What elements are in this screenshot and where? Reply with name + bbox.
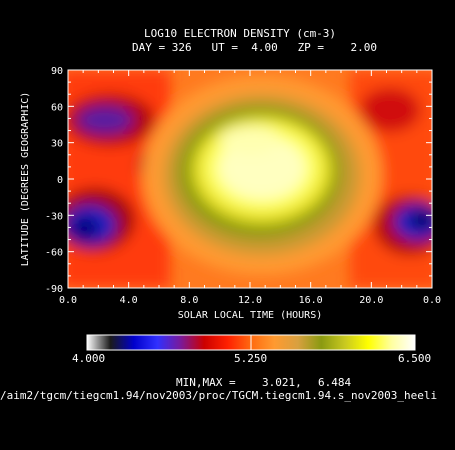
- y-tick-label: 90: [51, 66, 63, 77]
- y-axis-label: LATITUDE (DEGREES GEOGRAPHIC): [20, 92, 31, 267]
- x-tick-label: 20.0: [359, 295, 383, 306]
- x-axis-label: SOLAR LOCAL TIME (HOURS): [178, 310, 323, 321]
- min-value: 3.021,: [262, 376, 302, 389]
- chart-title: LOG10 ELECTRON DENSITY (cm-3): [144, 27, 337, 40]
- y-tick-label: 30: [51, 139, 63, 150]
- y-tick-label: 60: [51, 102, 63, 113]
- max-value: 6.484: [318, 376, 352, 389]
- y-tick-label: -30: [45, 211, 63, 222]
- colorbar-min-label: 4.000: [72, 352, 105, 365]
- heatmap-field: [68, 70, 432, 288]
- chart-subtitle: DAY = 326 UT = 4.00 ZP = 2.00: [132, 41, 378, 54]
- y-tick-label: -60: [45, 248, 63, 259]
- x-tick-label: 8.0: [180, 295, 198, 306]
- minmax-label: MIN,MAX =: [176, 376, 236, 389]
- x-tick-label: 4.0: [120, 295, 138, 306]
- colorbar-max-label: 6.500: [398, 352, 431, 365]
- colorbar-mid-label: 5.250: [234, 352, 267, 365]
- file-path: /aim2/tgcm/tiegcm1.94/nov2003/proc/TGCM.…: [0, 389, 438, 402]
- x-tick-label: 12.0: [238, 295, 262, 306]
- x-tick-label: 0.0: [423, 295, 441, 306]
- axes: 0.0 4.0 8.0 12.0 16.0 20.0 0.0 90 60 30 0 -30 -60 -90…: [20, 66, 441, 321]
- x-tick-label: 0.0: [59, 295, 77, 306]
- y-tick-label: -90: [45, 284, 63, 295]
- x-tick-label: 16.0: [299, 295, 323, 306]
- y-tick-label: 0: [57, 175, 63, 186]
